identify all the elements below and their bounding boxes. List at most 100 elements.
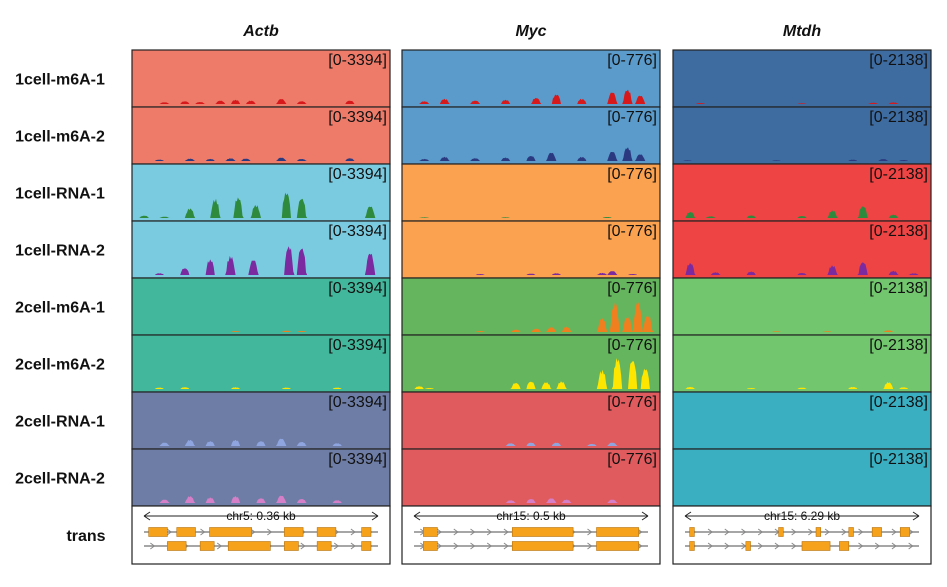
row-labels: 1cell-m6A-1 1cell-m6A-2 1cell-RNA-1 1cell-R… — [15, 72, 106, 546]
panel-actb-2cell-m6a-1: [0-3394] — [131, 277, 391, 336]
strand-chevron — [587, 528, 593, 536]
row-label-1cell-rna-2: 1cell-RNA-2 — [15, 243, 105, 260]
strand-chevron — [333, 542, 340, 550]
coverage-area — [134, 495, 388, 503]
range-label: [0-3394] — [328, 52, 387, 69]
panel-background — [672, 163, 932, 222]
range-label: [0-3394] — [328, 166, 387, 183]
strand-chevron — [791, 528, 797, 536]
range-label: [0-3394] — [328, 394, 387, 411]
row-label-1cell-m6a-1: 1cell-m6A-1 — [15, 72, 105, 89]
strand-chevron — [874, 542, 881, 550]
exon-block — [167, 541, 187, 551]
strand-chevron — [486, 528, 493, 536]
exon-block — [778, 527, 784, 537]
exon-block — [316, 541, 332, 551]
scale-arrow-right — [912, 511, 920, 521]
exon-block — [839, 541, 850, 551]
strand-chevron — [791, 542, 797, 550]
strand-chevron — [841, 528, 847, 536]
strand-chevron — [637, 528, 643, 536]
panel-background — [401, 220, 661, 279]
strand-chevron — [200, 528, 206, 536]
exon-block — [361, 527, 372, 537]
exon-block — [199, 541, 215, 551]
strand-chevron — [741, 528, 747, 536]
panel-background — [672, 49, 932, 108]
panel-actb-1cell-m6a-2: [0-3394] — [131, 106, 391, 165]
panel-myc-1cell-rna-1: [0-776] — [401, 163, 661, 222]
transcript-panel-actb: chr5: 0.36 kb — [131, 505, 391, 565]
panel-mtdh-1cell-m6a-2: [0-2138] — [672, 106, 932, 165]
exon-block — [148, 527, 168, 537]
strand-chevron — [707, 542, 713, 550]
panel-actb-1cell-rna-1: [0-3394] — [131, 163, 391, 222]
strand-chevron — [808, 528, 814, 536]
exon-block — [848, 527, 854, 537]
exon-block — [176, 527, 196, 537]
panel-actb-2cell-rna-1: [0-3394] — [131, 391, 391, 450]
strand-chevron — [891, 542, 897, 550]
range-label: [0-3394] — [328, 280, 387, 297]
scale-arrow-left — [413, 511, 421, 521]
transcript-panel-mtdh: chr15: 6.29 kb — [672, 505, 932, 565]
exon-block — [596, 541, 639, 551]
row-label-2cell-m6a-1: 2cell-m6A-1 — [15, 300, 105, 317]
gene-title-mtdh: Mtdh — [783, 23, 821, 40]
exon-block — [284, 541, 299, 551]
panel-myc-1cell-m6a-1: [0-776] — [401, 49, 661, 108]
panel-actb-1cell-rna-2: [0-3394] — [131, 220, 391, 279]
coverage-area — [404, 498, 658, 503]
panel-background — [672, 106, 932, 165]
strand-chevron — [891, 528, 897, 536]
row-label-2cell-rna-1: 2cell-RNA-1 — [15, 414, 105, 431]
range-label: [0-3394] — [328, 109, 387, 126]
range-label: [0-3394] — [328, 337, 387, 354]
coverage-area — [404, 271, 658, 275]
range-label: [0-3394] — [328, 451, 387, 468]
panel-myc-2cell-rna-2: [0-776] — [401, 448, 661, 507]
range-label: [0-776] — [607, 223, 657, 240]
strand-chevron — [637, 542, 643, 550]
exon-block — [596, 527, 639, 537]
strand-chevron — [436, 542, 442, 550]
panel-background — [401, 448, 661, 507]
exon-block — [361, 541, 372, 551]
range-label: [0-776] — [607, 280, 657, 297]
coverage-area — [134, 387, 388, 389]
strand-chevron — [774, 542, 780, 550]
range-label: [0-2138] — [869, 451, 928, 468]
exon-block — [871, 527, 882, 537]
range-label: [0-776] — [607, 52, 657, 69]
coverage-area — [675, 102, 929, 104]
strand-chevron — [436, 528, 442, 536]
coverage-area — [404, 217, 658, 218]
coverage-panels: [0-3394] [0-3394] [0-3394] [0-3394] [0-3394]… — [131, 49, 932, 507]
locus-label: chr15: 6.29 kb — [764, 509, 840, 523]
gene-titles: Actb Myc Mtdh — [242, 23, 821, 40]
panel-background — [401, 49, 661, 108]
exon-block — [511, 527, 574, 537]
row-label-1cell-rna-1: 1cell-RNA-1 — [15, 186, 105, 203]
panel-background — [401, 106, 661, 165]
panel-myc-2cell-rna-1: [0-776] — [401, 391, 661, 450]
panel-background — [131, 49, 391, 108]
panel-background — [131, 391, 391, 450]
exon-block — [899, 527, 910, 537]
coverage-area — [675, 382, 929, 389]
panel-background — [672, 220, 932, 279]
panel-mtdh-2cell-rna-1: [0-2138] — [672, 391, 932, 450]
strand-chevron — [486, 542, 493, 550]
panel-mtdh-2cell-rna-2: [0-2138] — [672, 448, 932, 507]
exon-block — [689, 527, 695, 537]
range-label: [0-2138] — [869, 280, 928, 297]
locus-label: chr5: 0.36 kb — [226, 509, 296, 523]
panel-background — [131, 220, 391, 279]
panel-mtdh-1cell-rna-2: [0-2138] — [672, 220, 932, 279]
exon-block — [689, 541, 695, 551]
exon-block — [423, 541, 438, 551]
panel-background — [401, 391, 661, 450]
strand-chevron — [150, 542, 156, 550]
panel-mtdh-1cell-rna-1: [0-2138] — [672, 163, 932, 222]
